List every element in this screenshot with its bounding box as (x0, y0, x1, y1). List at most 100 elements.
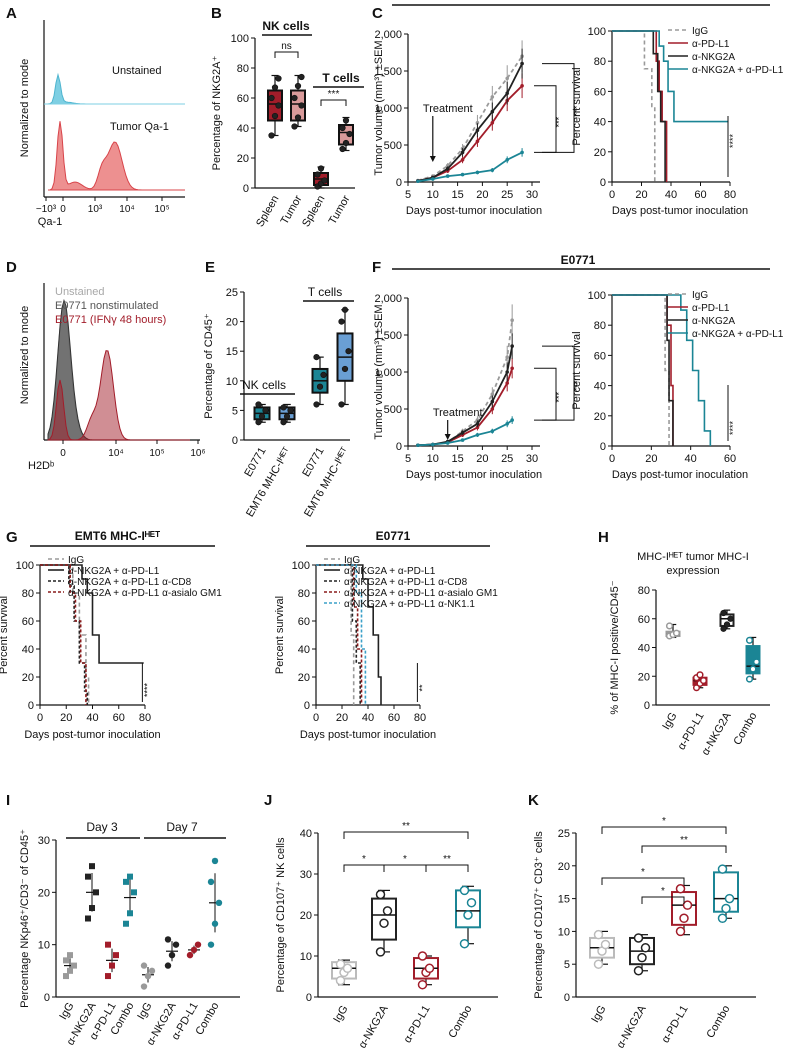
y-axis-label: Percentage NKp46⁺/CD3⁻ of CD45⁺ (19, 829, 31, 1008)
category-label: IgG (331, 1004, 350, 1025)
data-point (633, 966, 644, 976)
y-tick-label: 10 (558, 926, 570, 938)
legend-label: α-NKG2A + α-PD-L1 (692, 329, 784, 340)
x-axis-label: Days post-tumor inoculation (406, 469, 542, 481)
x-tick-label: −10³ (36, 204, 57, 215)
data-point (379, 918, 389, 928)
y-tick-label: 80 (638, 585, 650, 597)
data-point (291, 94, 298, 102)
data-point (717, 913, 728, 924)
data-point (148, 967, 156, 975)
y-tick-label: 0 (232, 435, 238, 447)
data-point (723, 621, 731, 628)
survival-curve (40, 564, 144, 664)
data-point (375, 889, 386, 900)
x-tick-label: 40 (362, 712, 374, 724)
x-tick-label: 20 (645, 453, 657, 465)
data-point (417, 979, 428, 990)
survival-curve (316, 564, 367, 705)
panel-title: E0771 (376, 529, 411, 543)
sig-bracket (274, 51, 299, 58)
data-point (280, 404, 287, 411)
y-tick-label: 20 (38, 887, 50, 899)
data-point (67, 952, 73, 959)
legend-unstained: Unstained (112, 65, 162, 77)
sig-bracket (343, 864, 385, 872)
data-point (194, 941, 202, 948)
series-line (417, 419, 513, 447)
data-point (258, 413, 266, 420)
y-tick-label: 0 (396, 177, 402, 189)
data-point (463, 910, 473, 920)
sig-label: **** (728, 421, 738, 436)
category-label: IgG (589, 1004, 608, 1025)
group-label-day3: Day 3 (86, 820, 118, 834)
legend-label: E0771 (IFNγ 48 hours) (55, 314, 166, 326)
y-tick-label: 40 (300, 828, 312, 840)
data-point (105, 973, 111, 980)
panel-title-line2: expression (666, 565, 719, 577)
data-point (207, 941, 215, 948)
data-point (275, 75, 282, 82)
legend-label: α-NKG2A + α-PD-L1 (692, 65, 784, 76)
data-point (699, 677, 708, 685)
data-point (320, 371, 327, 378)
y-tick-label: 5 (564, 959, 570, 971)
data-point (466, 897, 477, 908)
data-point (640, 943, 651, 953)
data-point (338, 318, 345, 325)
y-tick-label: 100 (588, 26, 606, 38)
x-axis-label: Days post-tumor inoculation (612, 205, 748, 217)
x-tick-label: 60 (694, 189, 706, 201)
data-point (346, 130, 353, 138)
legend-label: E0771 nonstimulated (55, 300, 158, 312)
x-axis-label: Days post-tumor inoculation (24, 729, 160, 741)
y-tick-label: 1,500 (374, 330, 402, 342)
y-tick-label: 0 (28, 700, 34, 712)
y-tick-label: 1,000 (374, 103, 402, 115)
y-tick-label: 40 (638, 643, 650, 655)
data-point (164, 936, 172, 943)
data-point (752, 658, 761, 666)
data-point (675, 884, 686, 894)
panel-letter-f: F (372, 259, 381, 276)
data-point (633, 933, 644, 943)
panel-j: 0 10 20 30 40 Percentage of CD107⁺ NK cells Ig… (275, 821, 498, 1050)
survival-curve (612, 294, 674, 446)
y-tick-label: 20 (237, 153, 249, 165)
sig-label: **** (142, 683, 152, 698)
y-tick-label: 1,000 (374, 367, 402, 379)
panel-letter-g: G (6, 529, 18, 546)
category-label: IgG (57, 1001, 76, 1022)
data-point (268, 132, 275, 139)
sig-bracket (534, 85, 557, 153)
survival-curve (612, 30, 666, 182)
panel-title: EMT6 MHC-Iᴴᴱᵀ (535, 0, 620, 3)
data-point (382, 906, 393, 916)
sig-label: **** (728, 134, 738, 149)
x-tick-label: 0 (37, 712, 43, 724)
x-tick-label: 10 (427, 453, 439, 465)
legend-label: α-NKG2A + α-PD-L1 α-CD8 (68, 577, 192, 588)
data-point (67, 967, 73, 974)
data-point (268, 94, 275, 102)
x-tick-label: 40 (685, 453, 697, 465)
y-tick-label: 0 (564, 992, 570, 1004)
panel-title: EMT6 MHC-Iᴴᴱᵀ (75, 529, 160, 543)
y-tick-label: 80 (298, 588, 310, 600)
y-tick-label: 40 (298, 644, 310, 656)
treatment-label: Treatment (433, 407, 483, 419)
data-point (207, 878, 215, 886)
data-point (298, 73, 305, 81)
sig-bracket (641, 896, 685, 904)
survival-curve (40, 564, 87, 705)
x-axis-label: Qa-1 (38, 216, 62, 228)
survival-curve (612, 30, 656, 182)
y-tick-label: 0 (644, 700, 650, 712)
y-axis-label: Percent survival (571, 331, 583, 409)
category-label: α-PD-L1 (402, 1004, 433, 1046)
y-tick-label: 1,500 (374, 66, 402, 78)
y-tick-label: 40 (237, 123, 249, 135)
data-point (724, 893, 735, 904)
